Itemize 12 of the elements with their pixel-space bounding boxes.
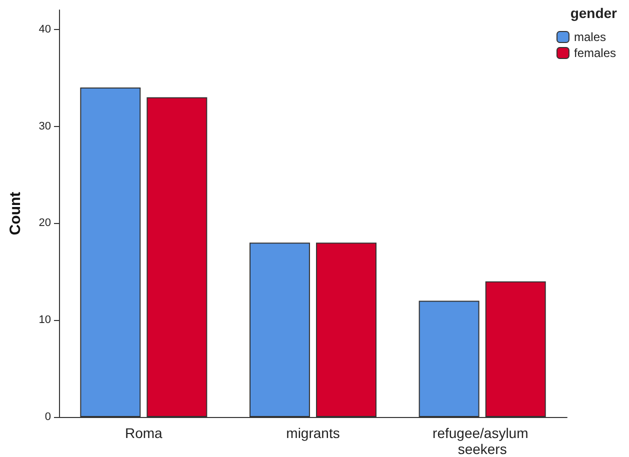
- y-tick-label: 0: [44, 411, 51, 423]
- y-axis-title: Count: [7, 192, 24, 236]
- y-tick-label: 20: [38, 217, 51, 230]
- y-tick-label: 10: [38, 314, 51, 326]
- y-tick-label: 30: [38, 120, 51, 132]
- legend-label: males: [574, 30, 606, 44]
- x-tick-label: Roma: [124, 425, 163, 441]
- legend-title: gender: [570, 5, 618, 21]
- legend-label: females: [574, 46, 616, 60]
- y-tick-label: 40: [38, 23, 51, 36]
- x-tick-label: migrants: [286, 425, 340, 441]
- x-tick-label: refugee/asylum seekers: [432, 425, 532, 457]
